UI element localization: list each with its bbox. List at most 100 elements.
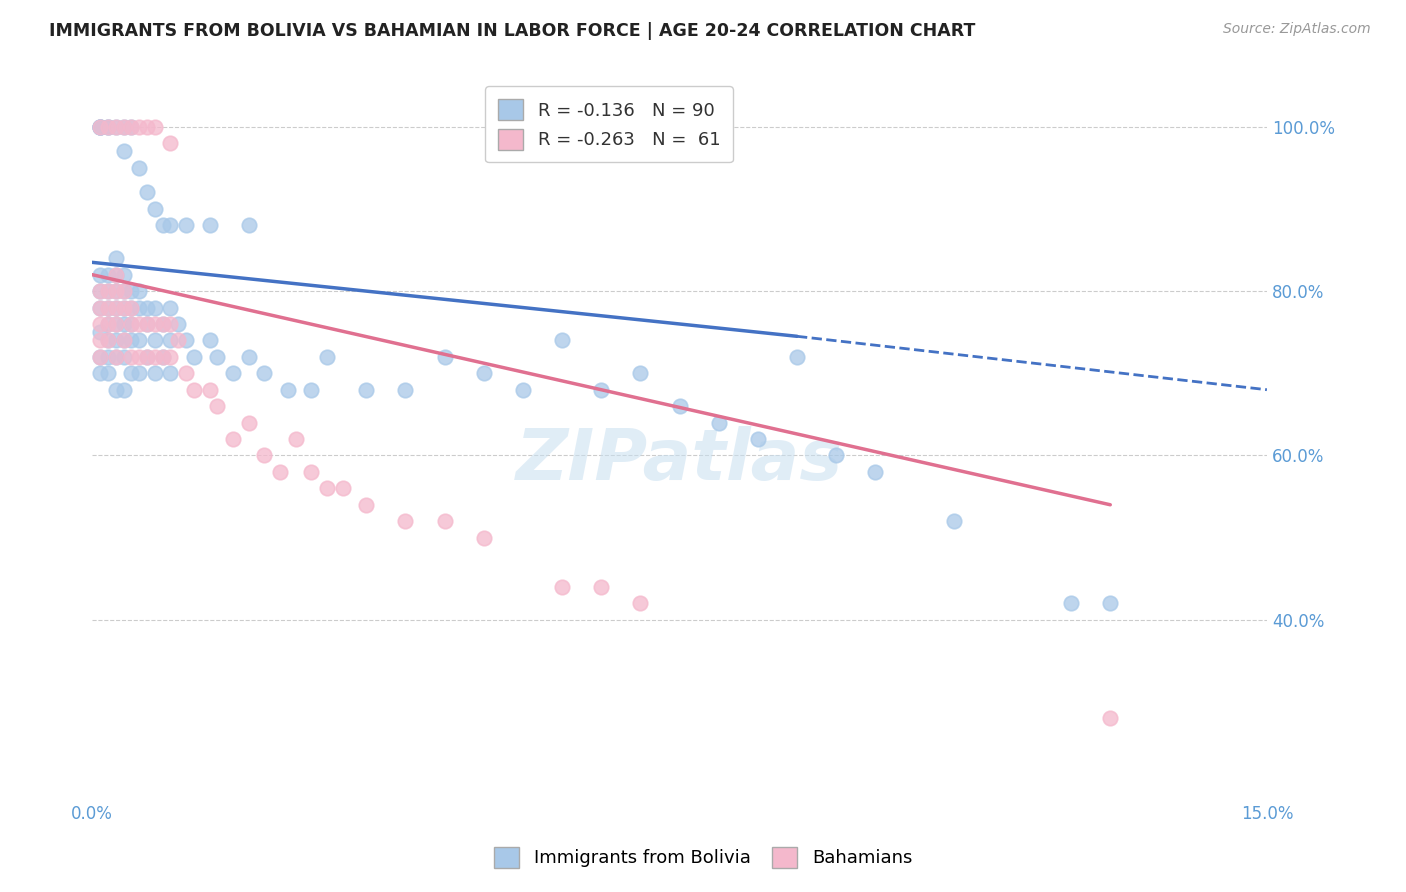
Point <box>89 350 111 364</box>
Point <box>112 301 135 315</box>
Point <box>551 334 574 348</box>
Point <box>97 268 120 282</box>
Point <box>136 350 159 364</box>
Point <box>112 334 135 348</box>
Point <box>89 366 111 380</box>
Point <box>143 350 166 364</box>
Point <box>152 350 174 364</box>
Point <box>128 334 150 348</box>
Point <box>89 120 111 134</box>
Text: IMMIGRANTS FROM BOLIVIA VS BAHAMIAN IN LABOR FORCE | AGE 20-24 CORRELATION CHART: IMMIGRANTS FROM BOLIVIA VS BAHAMIAN IN L… <box>49 22 976 40</box>
Point <box>591 580 613 594</box>
Point <box>136 350 159 364</box>
Point <box>628 596 651 610</box>
Point <box>97 317 120 331</box>
Point <box>512 383 534 397</box>
Legend: Immigrants from Bolivia, Bahamians: Immigrants from Bolivia, Bahamians <box>484 836 922 879</box>
Point <box>668 399 690 413</box>
Point <box>97 334 120 348</box>
Point <box>433 350 456 364</box>
Point <box>120 284 142 298</box>
Point <box>120 317 142 331</box>
Point <box>89 301 111 315</box>
Point <box>394 514 416 528</box>
Point <box>207 350 229 364</box>
Point <box>356 383 378 397</box>
Point <box>159 350 181 364</box>
Point <box>825 449 848 463</box>
Text: ZIPatlas: ZIPatlas <box>516 426 844 495</box>
Point <box>707 416 730 430</box>
Point <box>1099 596 1122 610</box>
Point <box>183 350 205 364</box>
Point <box>277 383 299 397</box>
Point <box>112 120 135 134</box>
Point <box>207 399 229 413</box>
Point <box>112 334 135 348</box>
Point <box>198 383 221 397</box>
Point <box>136 120 159 134</box>
Point <box>104 284 127 298</box>
Point <box>104 350 127 364</box>
Point <box>591 383 613 397</box>
Point <box>136 186 159 200</box>
Point <box>104 383 127 397</box>
Point <box>97 120 120 134</box>
Point <box>269 465 291 479</box>
Point <box>152 350 174 364</box>
Point <box>238 350 260 364</box>
Point <box>89 334 111 348</box>
Point <box>222 366 245 380</box>
Point <box>104 252 127 266</box>
Point <box>112 145 135 159</box>
Point <box>167 334 190 348</box>
Point <box>167 317 190 331</box>
Point <box>433 514 456 528</box>
Point <box>120 366 142 380</box>
Point <box>159 219 181 233</box>
Point <box>89 268 111 282</box>
Point <box>120 120 142 134</box>
Point <box>120 120 142 134</box>
Point <box>284 432 307 446</box>
Point <box>152 219 174 233</box>
Point <box>143 301 166 315</box>
Point <box>198 219 221 233</box>
Point <box>104 268 127 282</box>
Point <box>97 334 120 348</box>
Point <box>238 416 260 430</box>
Point <box>472 366 495 380</box>
Point <box>198 334 221 348</box>
Point <box>112 284 135 298</box>
Point <box>120 317 142 331</box>
Point <box>89 317 111 331</box>
Point <box>174 219 197 233</box>
Point <box>472 531 495 545</box>
Point <box>136 317 159 331</box>
Point <box>128 120 150 134</box>
Point <box>89 301 111 315</box>
Point <box>89 284 111 298</box>
Point <box>128 161 150 175</box>
Point <box>394 383 416 397</box>
Point <box>104 120 127 134</box>
Point <box>104 284 127 298</box>
Point <box>174 366 197 380</box>
Point <box>356 498 378 512</box>
Point <box>120 334 142 348</box>
Point <box>97 317 120 331</box>
Point <box>112 350 135 364</box>
Point <box>97 301 120 315</box>
Point <box>253 449 276 463</box>
Point <box>112 284 135 298</box>
Point <box>104 120 127 134</box>
Point <box>89 120 111 134</box>
Point <box>97 120 120 134</box>
Point <box>301 465 323 479</box>
Point <box>143 366 166 380</box>
Point <box>97 366 120 380</box>
Point <box>120 301 142 315</box>
Point <box>112 301 135 315</box>
Point <box>183 383 205 397</box>
Point <box>143 202 166 216</box>
